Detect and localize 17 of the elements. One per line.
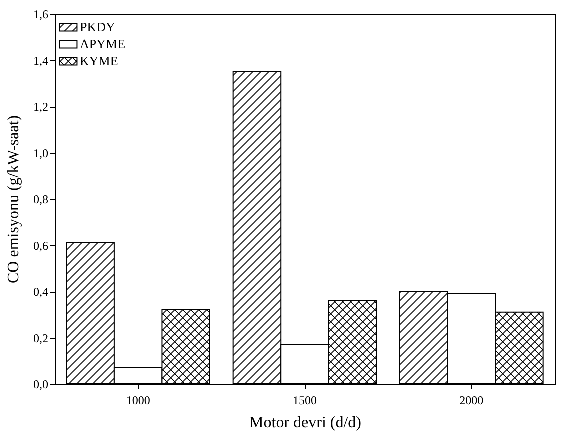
y-tick-label: 0,8 xyxy=(34,192,48,206)
y-tick-label: 0,2 xyxy=(34,331,48,346)
y-tick-label: 0,4 xyxy=(34,285,48,299)
x-tick-label: 1000 xyxy=(126,394,150,408)
y-tick-label: 1,6 xyxy=(34,8,48,22)
legend-label: KYME xyxy=(80,54,118,68)
x-tick-label: 1500 xyxy=(293,394,317,408)
y-axis-title: CO emisyonu (g/kW-saat) xyxy=(6,116,22,284)
y-tick-label: 0,0 xyxy=(34,378,48,392)
y-tick-label: 1,0 xyxy=(34,146,48,160)
x-axis-title: Motor devri (d/d) xyxy=(250,414,362,432)
x-tick-label: 2000 xyxy=(460,394,484,408)
y-tick-label: 1,4 xyxy=(34,54,48,68)
y-tick-label: 1,2 xyxy=(34,100,48,114)
legend-label: PKDY xyxy=(80,20,116,34)
legend-label: APYME xyxy=(80,36,126,52)
y-tick-label: 0,6 xyxy=(34,238,48,253)
